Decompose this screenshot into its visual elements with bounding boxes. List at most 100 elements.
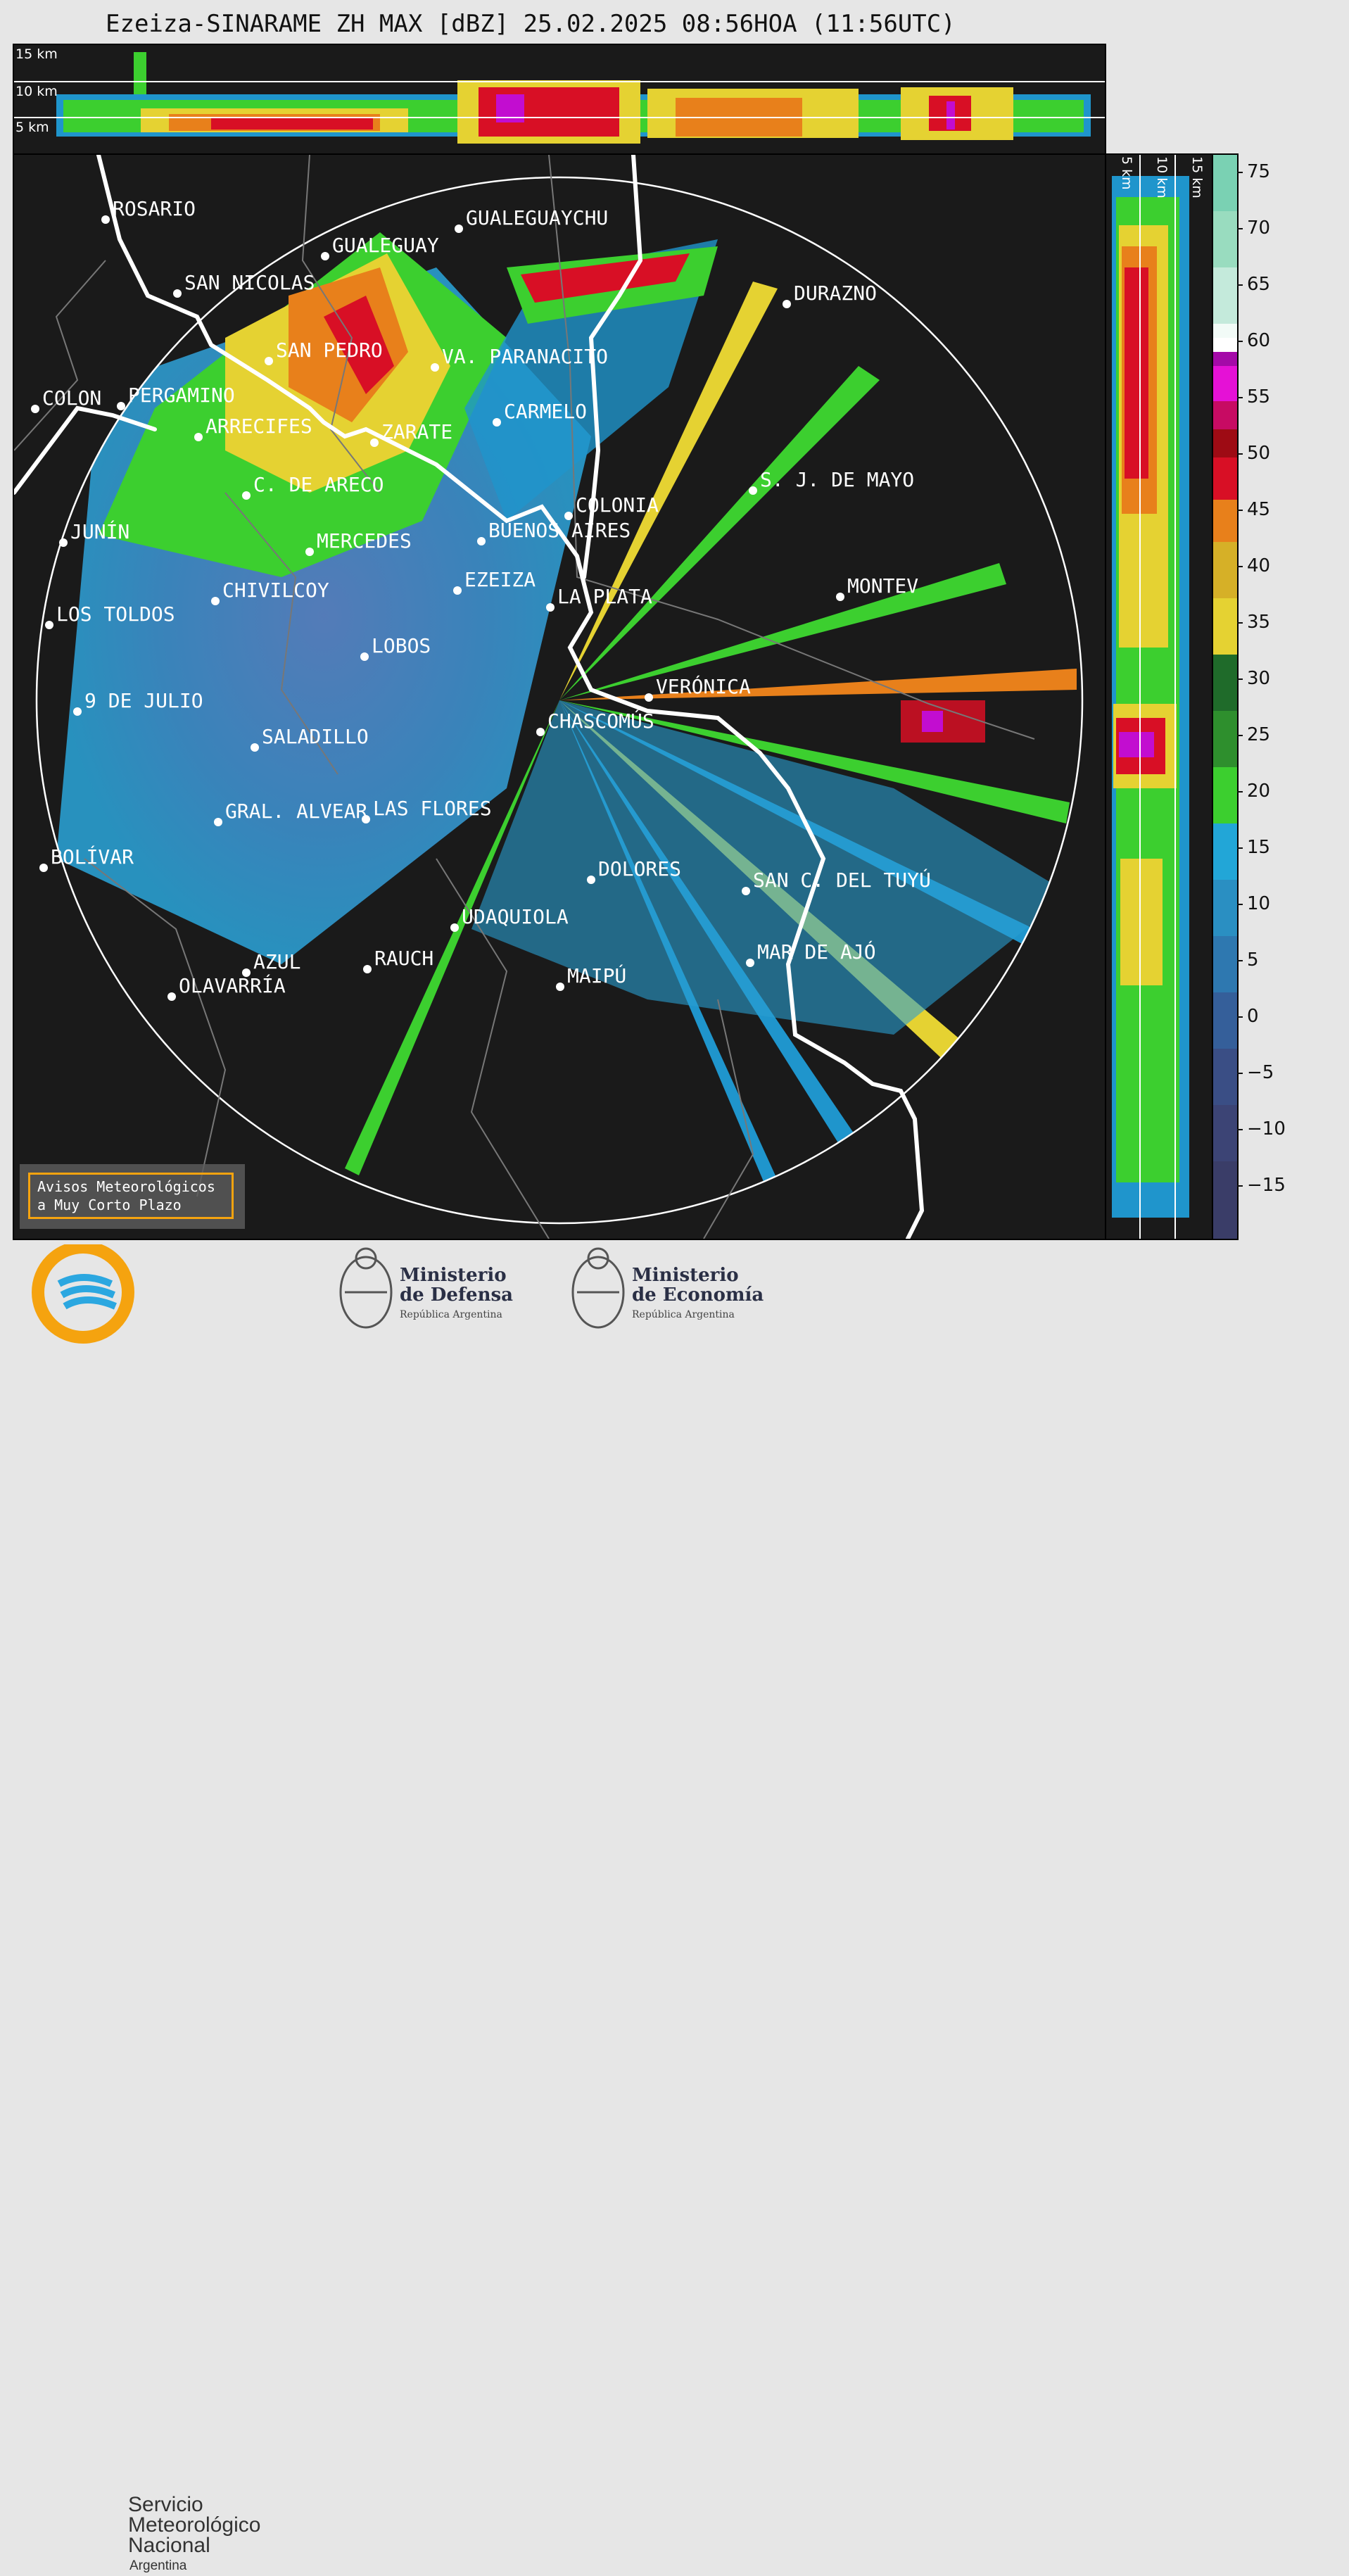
city-dot-san-pedro	[265, 357, 273, 365]
city-label-saladillo: SALADILLO	[262, 725, 369, 748]
city-dot-colonia	[564, 512, 573, 520]
city-label-la-plata: LA PLATA	[557, 585, 652, 608]
city-marker-mar-de-ajo: MAR DE AJÓ	[746, 940, 876, 967]
city-marker-va-paranacito: VA. PARANACITO	[431, 345, 608, 372]
coastline-and-rivers	[14, 155, 925, 1239]
city-label-chascomus: CHASCOMÚS	[547, 709, 654, 733]
city-dot-udaquiola	[450, 923, 459, 932]
colorbar-tick	[1237, 1129, 1243, 1130]
colorbar-tick	[1237, 228, 1243, 229]
city-marker-gualeguay: GUALEGUAY	[321, 234, 439, 260]
city-marker-las-flores: LAS FLORES	[362, 797, 492, 823]
city-dot-ezeiza	[453, 586, 462, 595]
colorbar-tick	[1237, 1016, 1243, 1018]
city-marker-san-c-del-tuyu: SAN C. DEL TUYÚ	[742, 868, 931, 895]
city-dot-maipu	[556, 983, 564, 991]
altitude-label-5km: 5 km	[15, 120, 49, 135]
city-dot-los-toldos	[45, 621, 53, 629]
city-marker-chascomus: CHASCOMÚS	[536, 709, 654, 736]
colorbar-tick-label: 20	[1247, 781, 1271, 802]
colorbar-tick	[1237, 622, 1243, 624]
city-dot-saladillo	[251, 743, 259, 752]
colorbar-tick-label: 70	[1247, 217, 1271, 239]
city-marker-san-pedro: SAN PEDRO	[265, 339, 383, 365]
city-marker-durazno: DURAZNO	[783, 282, 877, 308]
smn-line3: Nacional	[128, 2534, 210, 2557]
colorbar-gradient	[1213, 155, 1237, 1239]
colorbar-tick-label: 10	[1247, 893, 1271, 914]
city-marker-udaquiola: UDAQUIOLA	[450, 905, 569, 932]
top-cross-section-echo	[14, 52, 1105, 144]
city-label-colonia: COLONIA	[576, 493, 659, 517]
city-label-9-de-julio: 9 DE JULIO	[84, 689, 203, 712]
colorbar-tick	[1237, 397, 1243, 398]
reflectivity-colorbar	[1212, 153, 1239, 1240]
colorbar-tick	[1237, 566, 1243, 567]
colorbar-tick	[1237, 847, 1243, 849]
city-dot-gualeguay	[321, 252, 329, 260]
defensa-logo-text: Ministerio de Defensa República Argentin…	[400, 1265, 513, 1325]
city-dot-9-de-julio	[73, 707, 82, 716]
top-cross-section-panel: 15 km 10 km 5 km	[13, 44, 1106, 156]
side-cross-section-echo	[1112, 155, 1189, 1239]
city-label-ezeiza: EZEIZA	[464, 568, 536, 591]
city-label-san-nicolas: SAN NICOLAS	[184, 271, 315, 294]
city-label-san-c-del-tuyu: SAN C. DEL TUYÚ	[753, 868, 931, 892]
city-dot-bolivar	[39, 864, 48, 872]
city-label-c-de-areco: C. DE ARECO	[253, 473, 384, 496]
city-dot-va-paranacito	[431, 363, 439, 372]
city-label-durazno: DURAZNO	[794, 282, 877, 305]
colorbar-tick	[1237, 172, 1243, 173]
city-marker-saladillo: SALADILLO	[251, 725, 369, 752]
city-marker-gualeguaychu: GUALEGUAYCHU	[455, 206, 608, 233]
city-marker-bolivar: BOLÍVAR	[39, 845, 134, 872]
city-label-arrecifes: ARRECIFES	[205, 415, 312, 438]
alert-box-frame[interactable]: Avisos Meteorológicos a Muy Corto Plazo	[28, 1173, 234, 1219]
city-label-gualeguaychu: GUALEGUAYCHU	[466, 206, 608, 229]
side-altitude-label-10km: 10 km	[1154, 156, 1170, 198]
city-dot-dolores	[587, 876, 595, 884]
city-label-pergamino: PERGAMINO	[128, 384, 235, 407]
colorbar-tick-label: 55	[1247, 386, 1271, 408]
economia-coat-of-arms-icon	[571, 1247, 625, 1329]
city-marker-veronica: VERÓNICA	[645, 674, 751, 702]
colorbar-tick-label: 50	[1247, 443, 1271, 464]
colorbar-tick-label: 0	[1247, 1006, 1259, 1027]
city-dot-chivilcoy	[211, 597, 220, 605]
city-marker-arrecifes: ARRECIFES	[194, 415, 312, 441]
city-label-mar-de-ajo: MAR DE AJÓ	[757, 940, 876, 964]
colorbar-tick-label: 25	[1247, 724, 1271, 745]
colorbar-tick-label: 45	[1247, 499, 1271, 520]
city-label-gualeguay: GUALEGUAY	[332, 234, 439, 257]
city-marker-la-plata: LA PLATA	[546, 585, 652, 612]
alert-box[interactable]: Avisos Meteorológicos a Muy Corto Plazo	[20, 1164, 245, 1229]
city-dot-la-plata	[546, 603, 555, 612]
city-dot-san-nicolas	[173, 289, 182, 298]
city-dot-sj-de-mayo	[749, 486, 757, 495]
city-marker-rauch: RAUCH	[363, 947, 433, 973]
colorbar-tick-label: 60	[1247, 330, 1271, 351]
city-marker-mercedes: MERCEDES	[305, 529, 412, 556]
city-marker-colon: COLON	[31, 386, 101, 413]
city-dot-c-de-areco	[242, 491, 251, 500]
city-dot-gualeguaychu	[455, 225, 463, 233]
city-dot-arrecifes	[194, 433, 203, 441]
defensa-line3: República Argentina	[400, 1309, 502, 1320]
city-label-udaquiola: UDAQUIOLA	[462, 905, 569, 928]
city-label-los-toldos: LOS TOLDOS	[56, 602, 175, 626]
colorbar-tick-label: −15	[1247, 1175, 1286, 1196]
city-marker-los-toldos: LOS TOLDOS	[45, 602, 175, 629]
smn-logo-icon	[32, 1244, 134, 1344]
city-dot-carmelo	[493, 418, 501, 427]
defensa-line2: de Defensa	[400, 1284, 513, 1306]
city-label-san-pedro: SAN PEDRO	[276, 339, 383, 362]
smn-line1: Servicio	[128, 2493, 203, 2516]
city-dot-rosario	[101, 215, 110, 224]
alert-line2: a Muy Corto Plazo	[37, 1197, 182, 1213]
city-marker-chivilcoy: CHIVILCOY	[211, 579, 329, 605]
city-dot-veronica	[645, 693, 653, 702]
radar-map: ROSARIO GUALEGUAYCHU GUALEGUAY SAN NICOLAS D…	[14, 155, 1084, 1239]
colorbar-tick	[1237, 735, 1243, 736]
colorbar-tick	[1237, 453, 1243, 455]
colorbar-tick	[1237, 1073, 1243, 1074]
